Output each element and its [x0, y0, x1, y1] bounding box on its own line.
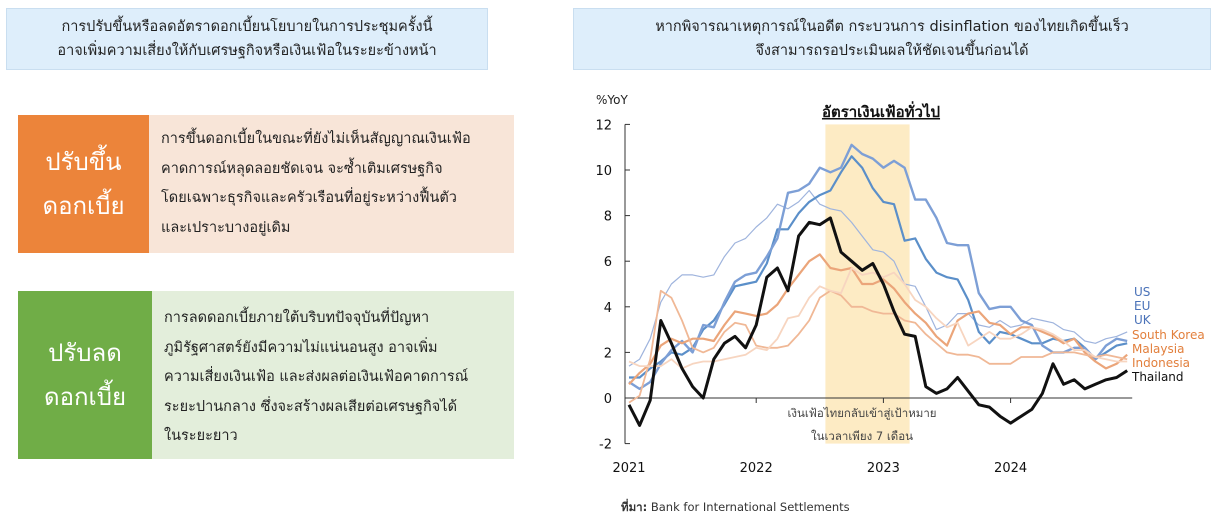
y-tick-label: 4	[604, 301, 612, 316]
x-tick-label: 2021	[612, 461, 645, 476]
right-banner-line1: หากพิจารณาเหตุการณ์ในอดีต กระบวนการ disi…	[655, 19, 1129, 35]
series-line-uk	[628, 143, 1128, 391]
cut-rate-description: การลดดอกเบี้ยภายใต้บริบทปัจจุบันที่ปัญหา…	[152, 291, 514, 459]
legend-item-uk: UK	[1134, 313, 1152, 327]
x-tick-label: 2024	[994, 461, 1027, 476]
description-line: โดยเฉพาะธุรกิจและครัวเรือนที่อยู่ระหว่าง…	[161, 190, 457, 206]
left-banner-line1: การปรับขึ้นหรือลดอัตราดอกเบี้ยนโยบายในกา…	[61, 19, 433, 35]
legend-item-south-korea: South Korea	[1132, 328, 1205, 342]
y-tick-label: 8	[604, 210, 612, 225]
right-banner-line2: จึงสามารถรอประเมินผลให้ชัดเจนขึ้นก่อนได้	[755, 43, 1029, 59]
legend-item-eu: EU	[1134, 299, 1150, 313]
description-line: ระยะปานกลาง ซึ่งจะสร้างผลเสียต่อเศรษฐกิจ…	[164, 398, 457, 415]
y-tick-label: 2	[604, 346, 612, 361]
cut-rate-tag-line1: ปรับลด	[48, 339, 122, 367]
y-tick-label: 0	[604, 392, 612, 407]
description-line: คาดการณ์หลุดลอยชัดเจน จะซ้ำเติมเศรษฐกิจ	[161, 160, 443, 177]
source-label: ที่มา:	[621, 500, 648, 514]
series-line-south-korea	[628, 253, 1128, 386]
description-line: ภูมิรัฐศาสตร์ยังมีความไม่แน่นอนสูง อาจเพ…	[164, 339, 438, 356]
chart-axes: -2 0 2 4 6 8 10 12 2021 2022 2023 2024	[595, 118, 1133, 476]
legend-item-indonesia: Indonesia	[1132, 356, 1190, 370]
cut-rate-tag: ปรับลด ดอกเบี้ย	[18, 291, 152, 459]
raise-rate-description: การขึ้นดอกเบี้ยในขณะที่ยังไม่เห็นสัญญาณเ…	[149, 115, 514, 253]
raise-rate-tag-line1: ปรับขึ้น	[45, 148, 122, 176]
x-tick-label: 2022	[740, 461, 773, 476]
annotation-line2: ในเวลาเพียง 7 เดือน	[811, 429, 913, 443]
raise-rate-tag-line2: ดอกเบี้ย	[42, 192, 125, 220]
description-line: ความเสี่ยงเงินเฟ้อ และส่งผลต่อเงินเฟ้อคา…	[164, 369, 469, 385]
y-tick-label: 10	[595, 164, 612, 179]
y-tick-label: 12	[595, 118, 612, 133]
legend-item-malaysia: Malaysia	[1132, 342, 1184, 356]
description-line: การขึ้นดอกเบี้ยในขณะที่ยังไม่เห็นสัญญาณเ…	[161, 131, 471, 147]
right-banner: หากพิจารณาเหตุการณ์ในอดีต กระบวนการ disi…	[573, 8, 1211, 70]
left-banner: การปรับขึ้นหรือลดอัตราดอกเบี้ยนโยบายในกา…	[6, 8, 488, 70]
y-tick-label: 6	[604, 255, 612, 270]
legend-item-us: US	[1134, 285, 1150, 299]
chart-series	[627, 143, 1129, 427]
series-line-thailand	[627, 216, 1129, 427]
description-line: และเปราะบางอยู่เดิม	[161, 219, 291, 236]
source-text: Bank for International Settlements	[647, 500, 850, 514]
chart-title: อัตราเงินเฟ้อทั่วไป	[822, 101, 940, 121]
cut-rate-tag-line2: ดอกเบี้ย	[43, 383, 127, 411]
raise-rate-card: ปรับขึ้น ดอกเบี้ย การขึ้นดอกเบี้ยในขณะที…	[18, 115, 514, 253]
x-tick-label: 2023	[867, 461, 900, 476]
legend-item-thailand: Thailand	[1131, 370, 1184, 384]
series-line-us	[628, 189, 1128, 367]
annotation-line1: เงินเฟ้อไทยกลับเข้าสู่เป้าหมาย	[787, 406, 936, 420]
y-axis-label: %YoY	[596, 93, 628, 107]
raise-rate-tag: ปรับขึ้น ดอกเบี้ย	[18, 115, 149, 253]
cut-rate-card: ปรับลด ดอกเบี้ย การลดดอกเบี้ยภายใต้บริบท…	[18, 291, 514, 459]
y-tick-label: -2	[599, 438, 612, 453]
description-line: การลดดอกเบี้ยภายใต้บริบทปัจจุบันที่ปัญหา	[164, 310, 430, 326]
series-line-malaysia	[628, 289, 1128, 404]
source-note: ที่มา: Bank for International Settlement…	[621, 499, 850, 517]
left-banner-line2: อาจเพิ่มความเสี่ยงให้กับเศรษฐกิจหรือเงิน…	[57, 43, 437, 59]
description-line: ในระยะยาว	[164, 428, 238, 444]
series-line-eu	[629, 155, 1128, 379]
